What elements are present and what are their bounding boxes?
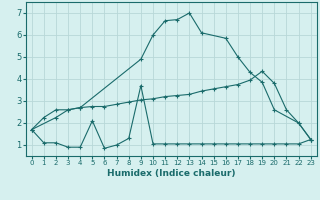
X-axis label: Humidex (Indice chaleur): Humidex (Indice chaleur) [107, 169, 236, 178]
